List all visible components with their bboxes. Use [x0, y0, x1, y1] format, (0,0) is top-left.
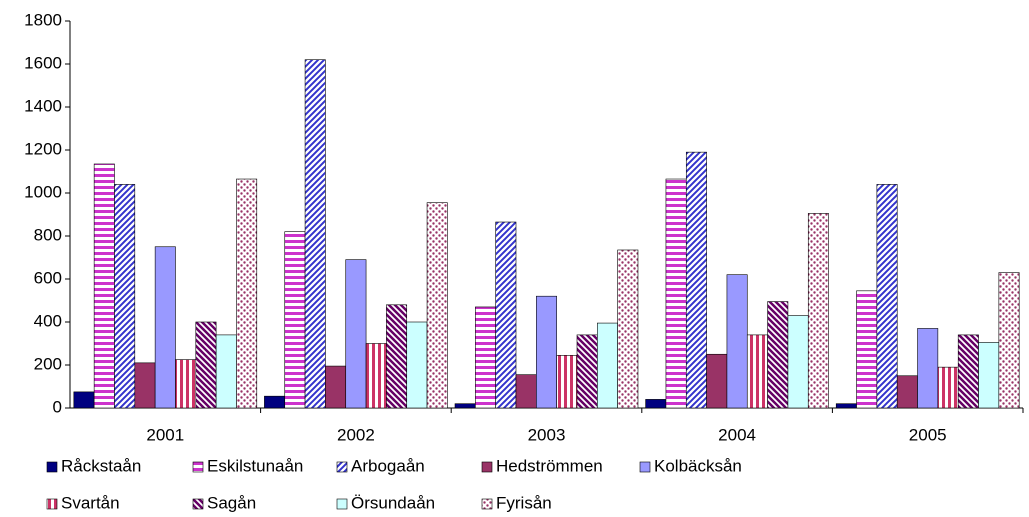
bar — [807, 213, 829, 409]
x-tick-label: 2003 — [528, 425, 566, 444]
x-tick-label: 2005 — [909, 425, 947, 444]
x-tick-label: 2002 — [337, 425, 375, 444]
bar — [345, 259, 367, 409]
bar — [73, 391, 95, 409]
y-tick-label: 200 — [34, 354, 62, 373]
y-tick-label: 1200 — [24, 139, 62, 158]
bar — [515, 374, 537, 409]
bar — [406, 321, 428, 409]
bar — [114, 184, 136, 409]
bar — [365, 343, 387, 409]
bar — [856, 290, 878, 409]
bar — [876, 184, 898, 409]
bar — [685, 151, 707, 409]
bar — [386, 304, 408, 409]
y-tick-label: 800 — [34, 225, 62, 244]
bar — [706, 353, 728, 409]
legend-swatch — [336, 498, 348, 510]
bar — [835, 403, 857, 409]
bar — [236, 178, 258, 409]
bar — [917, 328, 939, 409]
legend-swatch — [46, 461, 58, 473]
legend-label: Örsundaån — [351, 493, 435, 512]
y-tick-label: 1800 — [24, 10, 62, 29]
bar — [93, 163, 115, 409]
y-tick-label: 1400 — [24, 96, 62, 115]
bar — [195, 321, 217, 409]
legend-swatch — [639, 461, 651, 473]
bar — [957, 334, 979, 409]
bar — [426, 202, 448, 409]
bar — [978, 342, 1000, 409]
legend-label: Arbogaån — [351, 456, 425, 475]
bar — [645, 399, 667, 409]
legend-swatch — [336, 461, 348, 473]
bar — [536, 295, 557, 409]
legend-label: Kolbäcksån — [654, 456, 742, 475]
bar — [896, 375, 918, 409]
bar — [556, 355, 578, 409]
legend-label: Eskilstunaån — [207, 456, 303, 475]
legend-swatch — [481, 461, 493, 473]
legend-swatch — [481, 498, 493, 510]
bar — [215, 334, 237, 409]
bar — [304, 59, 326, 409]
bar — [475, 306, 496, 409]
legend-swatch — [192, 461, 204, 473]
bar — [597, 322, 618, 409]
bar — [495, 221, 517, 409]
bar — [134, 362, 156, 409]
bar — [264, 395, 286, 409]
bar — [154, 246, 176, 409]
y-tick-label: 400 — [34, 311, 62, 330]
y-tick-label: 1000 — [24, 182, 62, 201]
bar — [746, 334, 768, 409]
legend-label: Sagån — [207, 493, 256, 512]
legend-label: Svartån — [61, 493, 120, 512]
bar — [325, 365, 347, 409]
y-tick-label: 600 — [34, 268, 62, 287]
bar — [767, 301, 789, 409]
x-tick-label: 2001 — [146, 425, 184, 444]
y-tick-label: 0 — [53, 397, 62, 416]
legend-label: Hedströmmen — [496, 456, 603, 475]
bar — [617, 249, 639, 409]
bar — [787, 315, 809, 409]
legend-label: Fyrisån — [496, 493, 552, 512]
bar — [576, 334, 598, 409]
bar — [454, 403, 476, 409]
bar — [284, 231, 306, 409]
bar — [937, 366, 959, 409]
legend-label: Råckstaån — [61, 456, 141, 475]
bar — [726, 274, 748, 409]
bar — [998, 272, 1020, 409]
x-tick-label: 2004 — [718, 425, 756, 444]
bar — [175, 359, 197, 409]
bar — [665, 178, 687, 409]
legend-swatch — [192, 498, 204, 510]
legend-swatch — [46, 498, 58, 510]
y-tick-label: 1600 — [24, 53, 62, 72]
